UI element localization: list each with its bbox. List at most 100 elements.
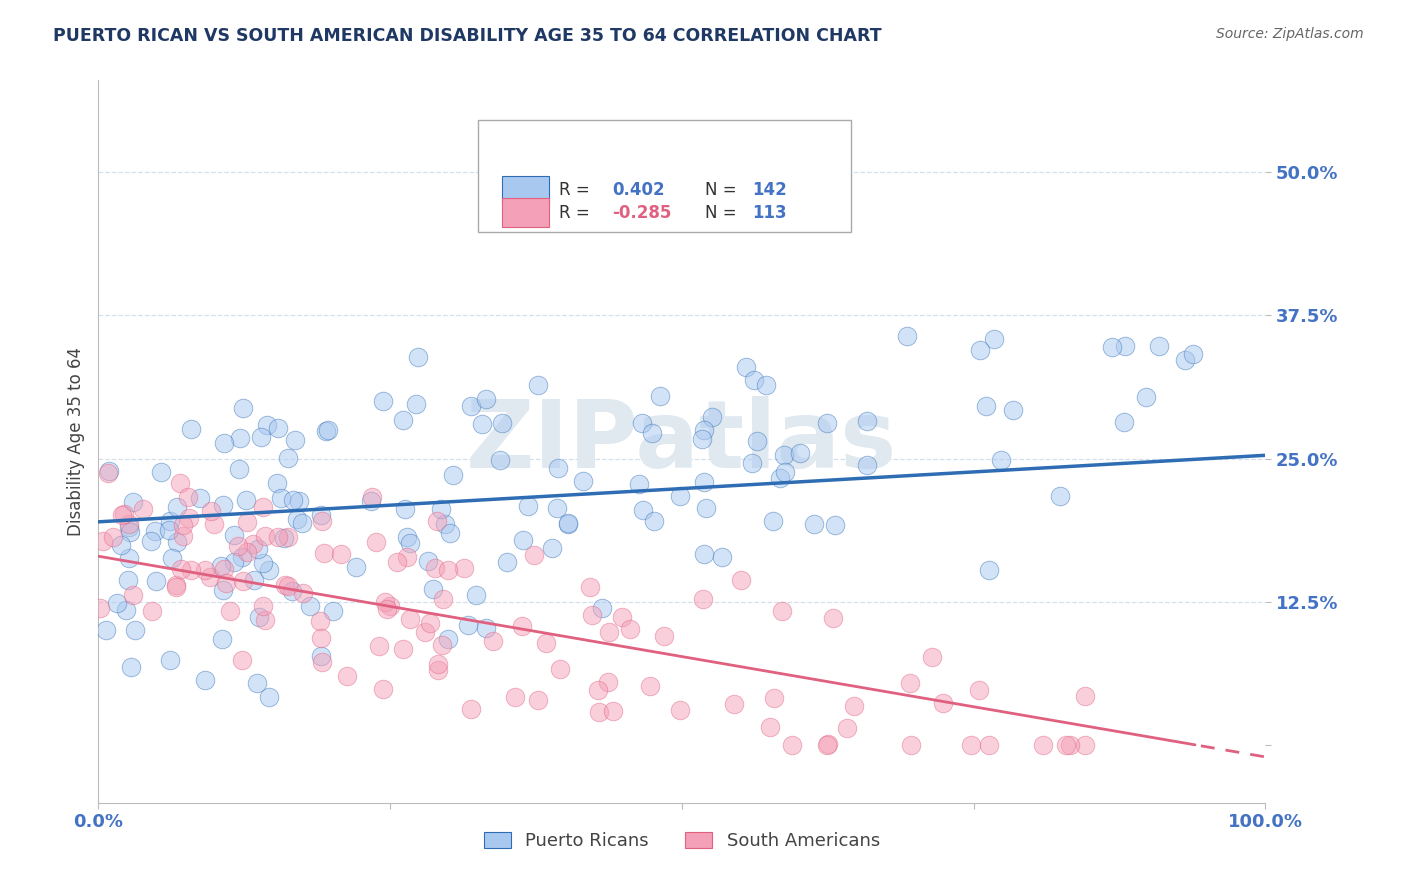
Point xyxy=(426,514,449,528)
Point xyxy=(120,659,142,673)
Point xyxy=(427,657,450,671)
Point xyxy=(527,693,550,707)
Point xyxy=(745,434,768,448)
Point xyxy=(780,739,803,753)
Point xyxy=(522,548,544,562)
Point xyxy=(439,526,461,541)
Point xyxy=(641,425,664,440)
Point xyxy=(457,617,479,632)
Point xyxy=(236,545,259,559)
Point xyxy=(118,520,141,534)
Point xyxy=(413,625,436,640)
Point xyxy=(198,570,221,584)
Point xyxy=(344,560,367,574)
FancyBboxPatch shape xyxy=(502,198,548,227)
Point xyxy=(693,475,716,490)
Point xyxy=(426,664,449,678)
Point xyxy=(434,516,457,531)
Point xyxy=(247,610,270,624)
Point xyxy=(311,514,333,528)
Point xyxy=(475,621,498,635)
Text: N =: N = xyxy=(706,203,737,221)
Point xyxy=(631,416,654,430)
Point xyxy=(145,574,167,588)
Point xyxy=(277,450,299,465)
Point xyxy=(770,604,793,618)
Point xyxy=(254,529,277,543)
Point xyxy=(669,702,692,716)
Point xyxy=(291,516,314,531)
Point xyxy=(979,563,1001,577)
Point xyxy=(969,683,991,698)
Point xyxy=(399,536,422,550)
Point xyxy=(194,563,217,577)
Point xyxy=(200,504,222,518)
Point xyxy=(627,477,650,491)
Point xyxy=(311,655,333,669)
Point xyxy=(368,639,391,653)
Point xyxy=(228,462,250,476)
Point xyxy=(406,350,429,364)
Point xyxy=(103,531,125,545)
Point xyxy=(309,649,332,664)
Point xyxy=(141,604,163,618)
Point xyxy=(960,739,983,753)
Point xyxy=(735,360,758,375)
Point xyxy=(267,530,290,544)
Point xyxy=(292,585,315,599)
Point xyxy=(579,581,602,595)
Point xyxy=(385,555,408,569)
Point xyxy=(166,535,188,549)
Point xyxy=(266,476,288,491)
Point xyxy=(772,448,794,462)
Point xyxy=(222,555,245,569)
Point xyxy=(256,417,278,432)
Point xyxy=(157,523,180,537)
Point xyxy=(378,599,401,613)
Point xyxy=(188,491,211,505)
Y-axis label: Disability Age 35 to 64: Disability Age 35 to 64 xyxy=(66,347,84,536)
Point xyxy=(143,524,166,539)
Point xyxy=(281,492,304,507)
Point xyxy=(430,638,453,652)
Point xyxy=(596,675,619,690)
Point xyxy=(1112,415,1135,429)
Point xyxy=(581,608,603,623)
Point xyxy=(896,329,918,343)
Point xyxy=(700,410,723,425)
Point xyxy=(969,343,991,358)
Point xyxy=(557,517,579,532)
Text: -0.285: -0.285 xyxy=(612,203,671,221)
Point xyxy=(460,400,482,414)
Point xyxy=(1135,391,1157,405)
Point xyxy=(460,701,482,715)
Point xyxy=(1059,739,1081,753)
Point xyxy=(571,474,593,488)
Point xyxy=(983,332,1005,346)
Point xyxy=(631,503,654,517)
Text: R =: R = xyxy=(560,181,591,199)
Point xyxy=(527,378,550,392)
Point xyxy=(1049,490,1071,504)
Point xyxy=(1032,739,1054,753)
Point xyxy=(761,514,783,528)
Point xyxy=(231,550,253,565)
Point xyxy=(693,547,716,561)
Point xyxy=(598,625,620,640)
Point xyxy=(392,642,415,657)
Point xyxy=(228,432,250,446)
Point xyxy=(373,681,395,696)
Point xyxy=(835,721,858,735)
Point xyxy=(212,582,235,597)
Point xyxy=(823,611,845,625)
Point xyxy=(591,600,613,615)
Point xyxy=(214,576,236,591)
Point xyxy=(177,511,200,525)
Point xyxy=(1114,339,1136,353)
Point xyxy=(471,417,494,431)
Point xyxy=(815,739,838,753)
Point xyxy=(1074,689,1097,703)
Point xyxy=(695,501,717,516)
Point xyxy=(322,604,344,618)
Point xyxy=(1054,739,1077,753)
